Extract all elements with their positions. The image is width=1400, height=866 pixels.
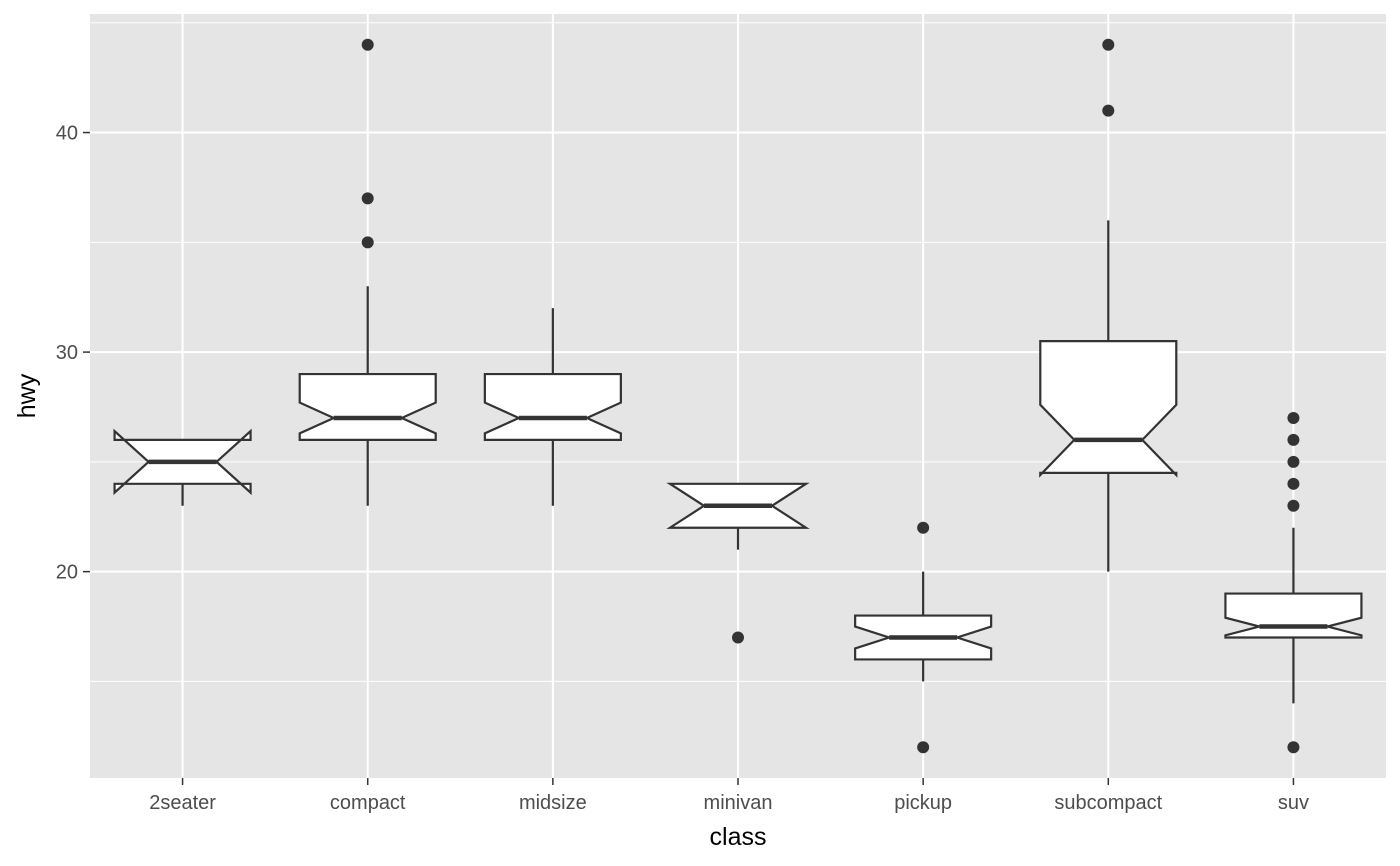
y-axis: 20 30 40 <box>56 123 90 584</box>
y-axis-title: hwy <box>13 373 41 418</box>
x-axis: 2seater compact midsize minivan pickup subcom… <box>149 778 1309 814</box>
outlier-point <box>361 236 374 249</box>
outlier-point <box>1287 741 1300 754</box>
x-tick-label: pickup <box>894 792 952 814</box>
box-suv <box>1224 411 1363 754</box>
outlier-point <box>1287 477 1300 490</box>
outlier-point <box>732 631 744 644</box>
x-tick-label: minivan <box>704 792 773 814</box>
outlier-point <box>361 192 374 205</box>
x-tick-label: suv <box>1278 792 1309 814</box>
outlier-point <box>1102 38 1115 51</box>
box-body <box>483 372 622 442</box>
outlier-point <box>1287 411 1300 424</box>
outlier-point <box>917 741 930 754</box>
outlier-point <box>917 521 930 534</box>
box-compact <box>298 38 437 506</box>
outlier-point <box>361 38 374 51</box>
x-axis-title: class <box>710 823 767 851</box>
y-tick-label: 40 <box>56 123 78 145</box>
outlier-point <box>1287 499 1300 512</box>
box-midsize <box>483 308 622 506</box>
outlier-point <box>1287 455 1300 468</box>
box-layer <box>113 38 1363 754</box>
box-minivan <box>666 482 810 644</box>
box-subcompact <box>1039 38 1178 572</box>
box-2seater <box>113 428 252 506</box>
box-pickup <box>854 521 993 754</box>
y-tick-label: 20 <box>56 562 78 584</box>
outlier-point <box>1102 104 1115 117</box>
x-tick-label: subcompact <box>1054 792 1162 814</box>
x-tick-label: compact <box>330 792 406 814</box>
box-body <box>1224 592 1363 639</box>
x-tick-label: 2seater <box>149 792 216 814</box>
outlier-point <box>1287 433 1300 446</box>
box-body <box>298 372 437 442</box>
y-tick-label: 30 <box>56 342 78 364</box>
box-body <box>1039 340 1178 478</box>
x-tick-label: midsize <box>519 792 587 814</box>
